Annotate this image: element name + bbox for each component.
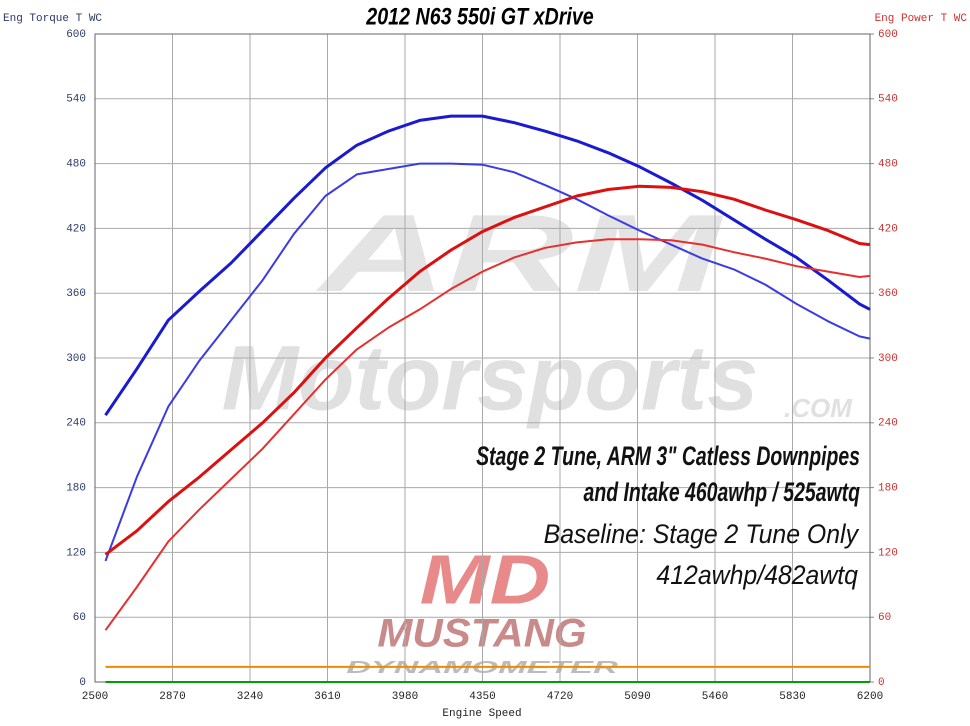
y-tick-label: 540 [66, 94, 86, 106]
y2-tick-label: 180 [878, 483, 898, 495]
x-tick-label: 4350 [469, 691, 495, 703]
y-axis-label: Eng Torque T WC [3, 13, 102, 25]
data-line [104, 162, 871, 562]
x-tick-label: 5090 [624, 691, 650, 703]
y-tick-label: 60 [73, 612, 86, 624]
x-tick-label: 4720 [547, 691, 573, 703]
y2-tick-label: 60 [878, 612, 891, 624]
y2-tick-label: 0 [878, 677, 885, 689]
y2-axis-label: Eng Power T WC [875, 13, 968, 25]
annotation: and Intake 460awhp / 525awtq [584, 477, 860, 507]
x-tick-label: 3980 [392, 691, 418, 703]
watermark: Motorsports [222, 327, 759, 429]
y2-tick-label: 600 [878, 29, 898, 41]
y2-tick-label: 480 [878, 159, 898, 171]
y2-tick-label: 300 [878, 353, 898, 365]
chart-title: 2012 N63 550i GT xDrive [365, 2, 593, 29]
x-tick-label: 5830 [779, 691, 805, 703]
y-tick-label: 480 [66, 159, 86, 171]
annotation: Baseline: Stage 2 Tune Only [544, 520, 860, 549]
y-tick-label: 120 [66, 547, 86, 559]
annotation: 412awhp/482awtq [656, 561, 858, 590]
x-axis-label: Engine Speed [442, 708, 521, 720]
watermark: MD [420, 541, 551, 619]
y-tick-label: 300 [66, 353, 86, 365]
y-tick-label: 240 [66, 418, 86, 430]
y2-tick-label: 420 [878, 223, 898, 235]
x-tick-label: 2870 [159, 691, 185, 703]
y-tick-label: 0 [79, 677, 86, 689]
annotation: Stage 2 Tune, ARM 3" Catless Downpipes [476, 441, 860, 471]
y2-tick-label: 360 [878, 288, 898, 300]
data-line [104, 114, 871, 417]
x-tick-label: 3240 [237, 691, 263, 703]
x-tick-label: 2500 [82, 691, 108, 703]
x-tick-label: 6200 [857, 691, 883, 703]
y-tick-label: 600 [66, 29, 86, 41]
y2-tick-label: 540 [878, 94, 898, 106]
y-tick-label: 420 [66, 223, 86, 235]
watermark: .COM [784, 393, 853, 423]
x-tick-label: 3610 [314, 691, 340, 703]
x-tick-label: 5460 [702, 691, 728, 703]
data-line [104, 238, 871, 631]
data-line [104, 184, 871, 556]
y-tick-label: 180 [66, 483, 86, 495]
watermark: ARM [315, 192, 724, 315]
y2-tick-label: 240 [878, 418, 898, 430]
y-tick-label: 360 [66, 288, 86, 300]
y2-tick-label: 120 [878, 547, 898, 559]
